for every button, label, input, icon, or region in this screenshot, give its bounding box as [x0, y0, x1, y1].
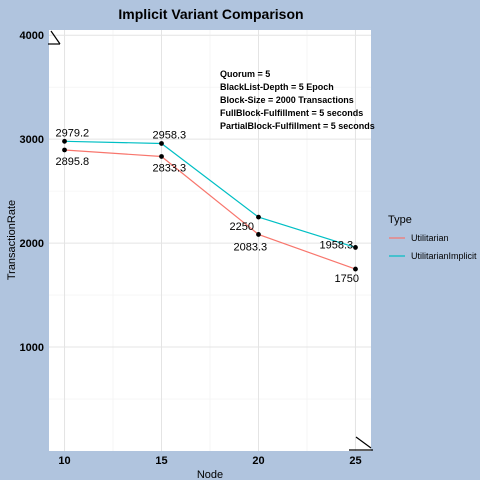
y-axis-title: TransactionRate — [6, 200, 18, 280]
annotation-line: Block-Size = 2000 Transactions — [220, 95, 354, 105]
annotation-block: Quorum = 5 BlackList-Depth = 5 Epoch Block… — [220, 69, 375, 131]
data-point — [159, 154, 164, 159]
annotation-line: FullBlock-Fulfillment = 5 seconds — [220, 108, 363, 118]
x-tick-label: 20 — [252, 455, 264, 467]
data-label: 2958.3 — [153, 129, 187, 141]
data-labels: 2895.8 2833.3 2083.3 1750 2979.2 2958.3 2250 19… — [56, 127, 359, 285]
data-label: 2250 — [229, 221, 253, 233]
data-label: 1958.3 — [319, 239, 353, 251]
y-tick-label: 2000 — [20, 238, 44, 250]
data-point — [256, 214, 261, 220]
x-tick-label: 25 — [349, 455, 361, 467]
annotation-line: Quorum = 5 — [220, 69, 270, 79]
data-point — [256, 232, 261, 237]
series-line-utilitarianimplicit — [64, 140, 356, 249]
y-tick-label: 1000 — [20, 342, 44, 354]
y-tick-label: 3000 — [20, 134, 44, 146]
data-point — [159, 141, 164, 146]
data-label: 1750 — [334, 273, 358, 285]
data-points — [62, 138, 358, 272]
x-axis-title: Node — [197, 469, 223, 480]
chart-title: Implicit Variant Comparison — [118, 6, 303, 22]
data-label: 2083.3 — [233, 241, 267, 253]
tick-labels: 10 15 20 25 1000 2000 3000 4000 — [20, 30, 362, 467]
annotation-line: PartialBlock-Fulfillment = 5 seconds — [220, 121, 375, 131]
legend: Type Utilitarian UtilitarianImplicit — [388, 214, 477, 261]
data-point — [62, 147, 67, 153]
data-point — [353, 266, 358, 272]
data-label: 2895.8 — [56, 156, 90, 168]
corner-marks — [48, 30, 373, 451]
grid — [49, 30, 371, 451]
series-lines — [64, 140, 356, 270]
corner-mark — [50, 30, 61, 45]
legend-label: Utilitarian — [411, 233, 449, 243]
x-tick-label: 10 — [58, 455, 70, 467]
legend-label: UtilitarianImplicit — [411, 251, 477, 261]
y-tick-label: 4000 — [20, 30, 44, 42]
legend-title: Type — [388, 214, 412, 226]
data-label: 2979.2 — [56, 127, 90, 139]
corner-mark — [355, 436, 372, 449]
series-line-utilitarian — [64, 149, 356, 270]
data-point — [62, 138, 67, 144]
data-label: 2833.3 — [153, 162, 187, 174]
data-point — [353, 245, 358, 250]
x-tick-label: 15 — [155, 455, 167, 467]
annotation-line: BlackList-Depth = 5 Epoch — [220, 82, 334, 92]
